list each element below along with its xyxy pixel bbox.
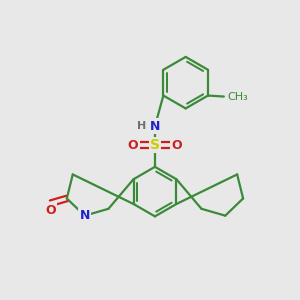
Text: O: O	[171, 139, 182, 152]
Text: O: O	[128, 139, 139, 152]
Text: N: N	[80, 209, 90, 222]
Text: N: N	[150, 120, 160, 133]
Text: S: S	[150, 138, 160, 152]
Text: O: O	[45, 204, 56, 217]
Text: CH₃: CH₃	[228, 92, 248, 101]
Text: H: H	[137, 121, 147, 131]
